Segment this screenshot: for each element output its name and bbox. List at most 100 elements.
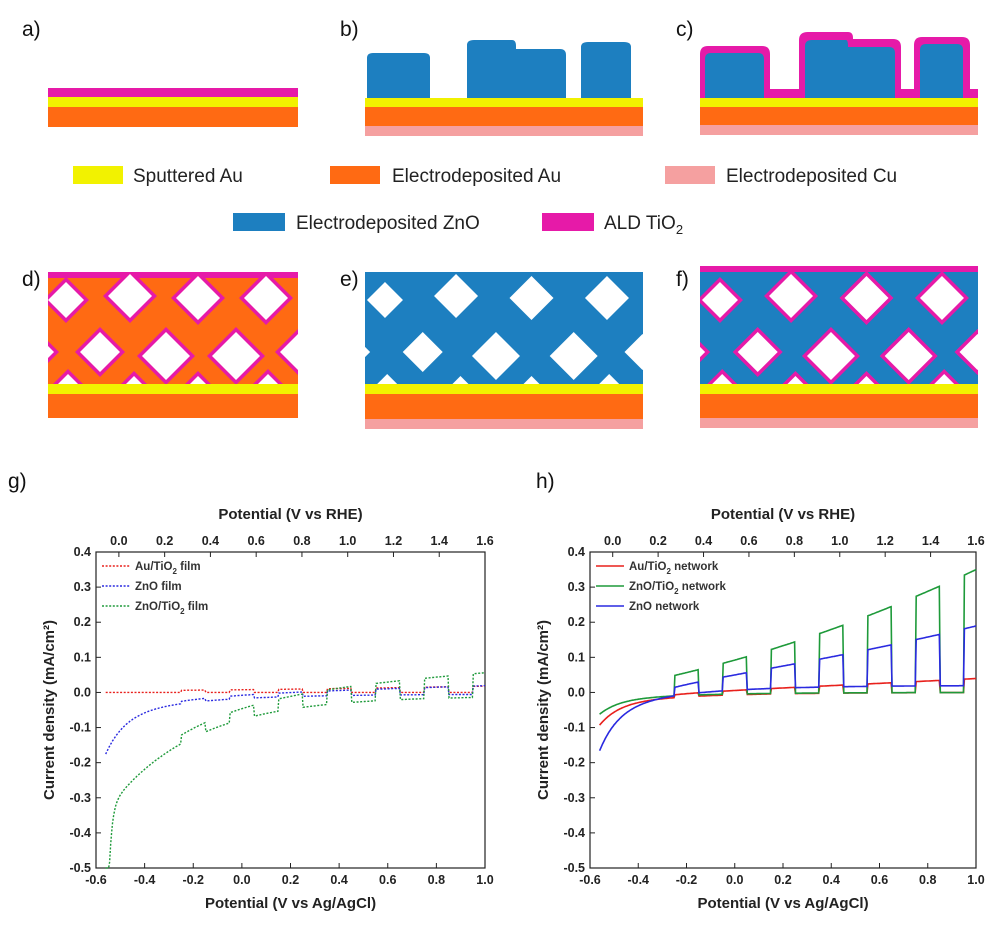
electrodeposited-cu-layer xyxy=(365,126,643,136)
schematic-a xyxy=(48,88,298,127)
x2-tick-label: 0.8 xyxy=(293,534,310,548)
x-tick-label: 1.0 xyxy=(967,873,984,887)
y-tick-label: -0.3 xyxy=(563,791,585,805)
network-pore xyxy=(402,332,443,372)
network-pore xyxy=(599,374,620,384)
zno-island xyxy=(367,53,430,98)
network-pore xyxy=(142,332,190,380)
network-pore xyxy=(624,334,643,370)
schematic-b xyxy=(365,40,643,136)
network-pore xyxy=(452,376,469,384)
network-pore xyxy=(212,332,260,380)
y-tick-label: 0.2 xyxy=(568,615,585,629)
x2-tick-label: 0.4 xyxy=(695,534,712,548)
network-pore xyxy=(701,282,738,318)
electrodeposited-au-layer xyxy=(48,107,298,127)
plot-frame xyxy=(589,551,977,869)
sputtered-au-layer xyxy=(365,98,643,107)
x2-tick-label: 1.2 xyxy=(876,534,893,548)
network-pore xyxy=(190,376,206,384)
network-pore xyxy=(934,374,955,384)
network-pore xyxy=(700,346,706,358)
legend-entry-2: ZnO network xyxy=(629,601,700,613)
network-pore xyxy=(919,276,964,320)
panel-label-d: d) xyxy=(22,268,41,291)
plot-frame xyxy=(95,551,486,869)
electrodeposited-cu-layer xyxy=(700,418,978,428)
x-tick-label: 0.4 xyxy=(823,873,840,887)
series-line-0 xyxy=(598,677,977,726)
legend-electrodeposited-zno: Electrodeposited ZnO xyxy=(296,213,480,234)
legend-electrodeposited-cu: Electrodeposited Cu xyxy=(726,166,897,187)
x2-tick-label: 0.2 xyxy=(156,534,173,548)
y-tick-label: -0.3 xyxy=(69,791,91,805)
x-tick-label: -0.6 xyxy=(579,873,601,887)
schematic-e xyxy=(365,272,643,429)
network-pore xyxy=(434,274,479,318)
network-pore xyxy=(844,276,889,320)
y-axis-title: Current density (mA/cm²) xyxy=(535,620,552,800)
x-tick-label: 0.8 xyxy=(919,873,936,887)
schematic-c xyxy=(700,32,978,135)
y-tick-label: 0.4 xyxy=(568,545,585,559)
panel-label-a: a) xyxy=(22,18,41,41)
schematic-f xyxy=(700,266,978,428)
legend-entry-1: ZnO/TiO2 network xyxy=(629,581,726,596)
network-pore xyxy=(584,276,629,320)
network-pore xyxy=(959,334,978,370)
network-pore xyxy=(80,332,120,372)
series-line-1 xyxy=(105,685,485,755)
sputtered-au-layer xyxy=(700,384,978,394)
network-pore xyxy=(509,276,554,320)
swatch-ald-tio2 xyxy=(542,213,594,231)
x-tick-label: -0.2 xyxy=(676,873,698,887)
network-pore xyxy=(377,374,398,384)
zno-island xyxy=(467,40,566,98)
zno-island xyxy=(705,53,764,98)
y-tick-label: 0.0 xyxy=(74,685,91,699)
electrodeposited-cu-layer xyxy=(365,419,643,429)
x-axis-title: Potential (V vs Ag/AgCl) xyxy=(205,895,376,912)
network-pore xyxy=(58,374,78,384)
network-pore xyxy=(806,332,855,380)
y-tick-label: 0.4 xyxy=(74,545,91,559)
panel-label-b: b) xyxy=(340,18,359,41)
zno-island xyxy=(581,42,631,98)
y-tick-label: 0.2 xyxy=(74,615,91,629)
y-tick-label: 0.0 xyxy=(568,685,585,699)
y-tick-label: 0.3 xyxy=(568,580,585,594)
network-pore xyxy=(280,334,298,370)
network-pore xyxy=(108,274,152,318)
swatch-electrodeposited-zno xyxy=(233,213,285,231)
sputtered-au-layer xyxy=(365,384,643,394)
network-pore xyxy=(523,376,540,384)
x2-tick-label: 0.0 xyxy=(604,534,621,548)
sputtered-au-layer xyxy=(48,97,298,107)
network-pore xyxy=(365,346,371,358)
y-tick-label: 0.1 xyxy=(568,650,585,664)
chart-g: -0.6 -0.4 -0.2 0.0 0.2 0.4 0.6 0.8 1.0 0.0 0.2 0.4 0… xyxy=(41,506,494,912)
x-tick-label: 1.0 xyxy=(476,873,493,887)
x2-tick-label: 1.6 xyxy=(476,534,493,548)
x2-tick-label: 0.8 xyxy=(786,534,803,548)
x2-axis-title: Potential (V vs RHE) xyxy=(218,506,362,523)
network-pore xyxy=(858,376,875,384)
panel-label-h: h) xyxy=(536,470,555,493)
electrodeposited-au-layer xyxy=(48,394,298,418)
legend-entry-1: ZnO film xyxy=(135,581,182,593)
x-tick-label: 0.8 xyxy=(428,873,445,887)
x2-axis-title: Potential (V vs RHE) xyxy=(711,506,855,523)
panel-label-c: c) xyxy=(676,18,694,41)
series-line-2 xyxy=(105,672,486,869)
x2-tick-label: 0.6 xyxy=(740,534,757,548)
x2-tick-label: 0.4 xyxy=(202,534,219,548)
swatch-electrodeposited-au xyxy=(330,166,380,184)
x2-tick-label: 0.0 xyxy=(110,534,127,548)
x-tick-label: 0.2 xyxy=(282,873,299,887)
x-tick-label: 0.6 xyxy=(871,873,888,887)
x-tick-label: -0.4 xyxy=(134,873,156,887)
swatch-electrodeposited-cu xyxy=(665,166,715,184)
network-pore xyxy=(48,346,54,358)
sputtered-au-layer xyxy=(48,384,298,394)
electrodeposited-cu-layer xyxy=(700,125,978,135)
